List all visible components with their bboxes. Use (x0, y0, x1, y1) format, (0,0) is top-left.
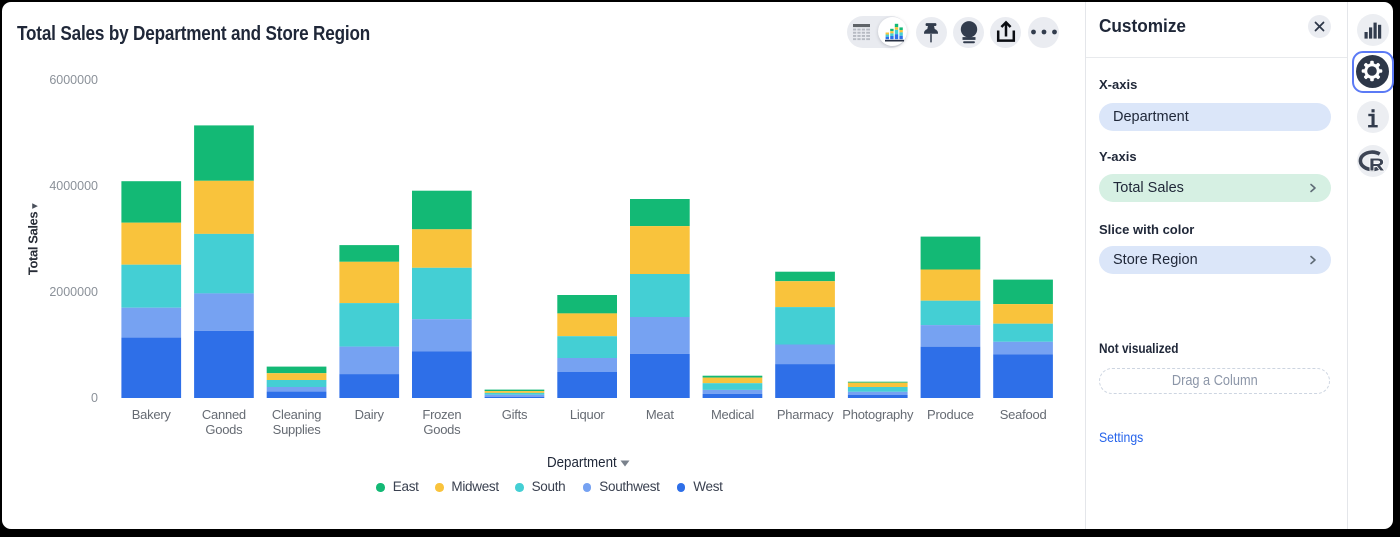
svg-text:R: R (1368, 155, 1383, 173)
